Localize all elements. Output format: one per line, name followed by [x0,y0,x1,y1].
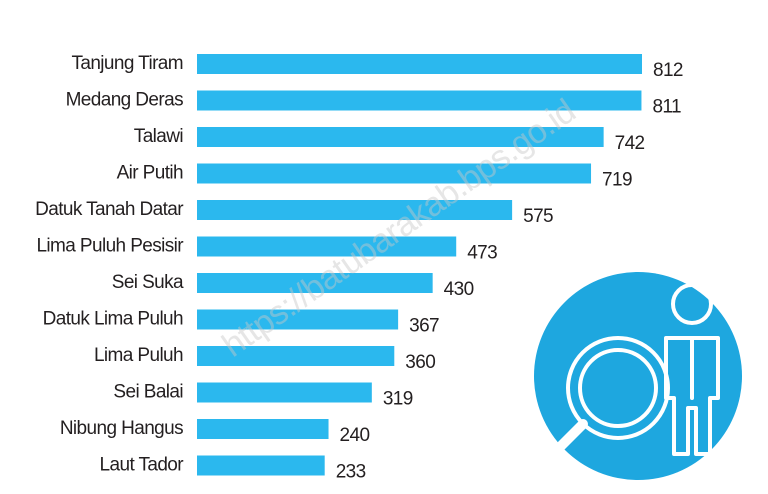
value-label: 812 [653,60,683,81]
category-label: Datuk Lima Puluh [43,309,183,330]
value-label: 430 [444,279,474,300]
bar [197,90,642,111]
category-label: Medang Deras [66,90,184,111]
value-label: 473 [467,243,497,264]
category-label: Lima Puluh Pesisir [36,236,184,257]
category-label: Sei Suka [112,272,184,293]
category-label: Datuk Tanah Datar [35,199,184,220]
icon-figure [555,283,720,456]
bar [197,273,433,293]
value-label: 811 [652,97,681,118]
value-label: 742 [615,133,645,154]
bar [197,455,325,476]
bar [197,127,604,147]
bar [197,309,399,330]
bar [197,163,592,184]
category-label: Talawi [134,126,183,147]
category-label: Tanjung Tiram [71,53,183,74]
category-label: Lima Puluh [94,345,183,366]
value-label: 360 [405,352,435,373]
category-label: Nibung Hangus [60,418,183,439]
value-label: 719 [602,170,632,191]
bar [197,200,513,220]
value-label: 367 [409,316,439,337]
bar [197,236,457,257]
bar [197,382,372,403]
value-label: 240 [340,425,370,446]
value-label: 233 [336,462,366,483]
bar [197,346,395,366]
category-label: Laut Tador [100,455,185,476]
category-label: Air Putih [117,163,183,184]
value-label: 319 [383,389,413,410]
value-label: 575 [523,206,553,227]
bar [197,54,642,74]
bar [197,419,329,439]
category-label: Sei Balai [113,382,183,403]
icon [534,272,742,480]
